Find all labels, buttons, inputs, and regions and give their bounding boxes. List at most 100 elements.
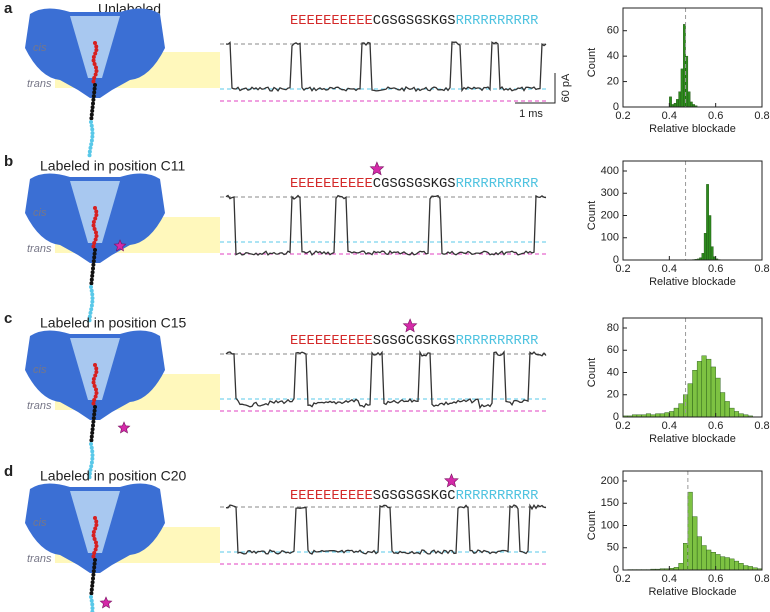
residue [90,296,95,301]
x-axis-label: Relative blockade [649,276,736,288]
residue [91,97,96,102]
residue [92,561,97,566]
residue [92,537,97,541]
plot-frame [622,7,763,108]
x-tick-label: 0.8 [754,573,769,585]
residue [90,134,95,139]
residue [92,551,97,555]
residue [87,471,92,476]
residue [94,213,99,217]
bar [692,370,698,418]
residue [88,467,93,472]
trans-label: trans [27,78,52,90]
sequence-part: RRRRRRRRRR [456,14,539,29]
sequence-part: EEEEEEEEEE [290,489,373,504]
residue [90,583,95,588]
residue [93,83,97,87]
bar [696,536,702,571]
y-tick-label: 200 [601,475,619,487]
x-axis-label: Relative Blockade [648,586,736,598]
residue [87,475,92,480]
residue [89,285,93,289]
y-tick-label: 60 [607,25,619,37]
x-tick-label: 0.6 [708,263,723,275]
residue [89,142,94,147]
residue [90,609,95,612]
residue [93,363,97,367]
residue [87,318,92,323]
bar [724,557,730,571]
y-tick-label: 300 [601,187,619,199]
label-star [369,161,385,176]
label-star [117,421,131,434]
current-trace [225,503,547,555]
residue [91,401,96,406]
residue [93,41,97,45]
bar [673,407,679,418]
residue [92,398,97,402]
residue [89,442,93,446]
label-star [402,318,418,333]
residue [91,55,96,59]
residue [93,526,98,531]
residue [92,62,97,66]
x-tick-label: 0.2 [615,110,630,122]
bar [734,560,740,571]
bar [706,184,709,261]
residue [93,558,97,562]
x-tick-label: 0.6 [708,110,723,122]
residue [89,123,94,128]
bar [689,101,693,108]
residue [91,416,96,421]
x-tick-label: 0.8 [754,263,769,275]
residue [93,72,98,77]
y-tick-label: 20 [607,389,619,401]
residue [92,241,97,245]
residue [93,405,97,409]
sequence-part: RRRRRRRRRR [456,334,539,349]
x-tick-label: 0.4 [662,110,677,122]
y-tick-label: 100 [601,519,619,531]
residue [93,237,98,242]
label-star [99,596,113,609]
bar [655,413,661,418]
residue [94,391,99,395]
residue [92,251,97,256]
residue [89,595,93,599]
residue [92,408,97,413]
residue [93,206,97,210]
sequence: EEEEEEEEEESGSGSGSKGCRRRRRRRRRR [290,489,538,504]
y-tick-label: 40 [607,366,619,378]
bar [659,413,665,418]
bar [710,246,714,261]
residue [88,310,93,315]
cis-label: cis [33,42,47,54]
sequence-part: RRRRRRRRRR [456,177,539,192]
residue [90,602,95,607]
residue [90,580,95,585]
sequence-part: RRRRRRRRRR [456,489,539,504]
residue [89,112,94,117]
residue [93,547,98,552]
residue [89,277,94,282]
bar [720,556,726,571]
trans-label: trans [27,400,52,412]
bar [710,552,716,571]
bar [710,366,716,418]
residue [93,387,98,392]
residue [87,149,92,154]
y-tick-label: 80 [607,322,619,334]
x-tick-label: 0.2 [615,263,630,275]
residue [89,438,94,443]
residue [92,412,97,417]
x-axis-label: Relative blockade [649,123,736,135]
residue [90,427,95,432]
residue [92,76,97,80]
residue [89,591,94,596]
scale-time: 1 ms [519,108,543,120]
residue [90,105,95,110]
residue [91,569,96,574]
residue [94,234,99,238]
x-tick-label: 0.8 [754,110,769,122]
plot-frame [622,317,763,418]
